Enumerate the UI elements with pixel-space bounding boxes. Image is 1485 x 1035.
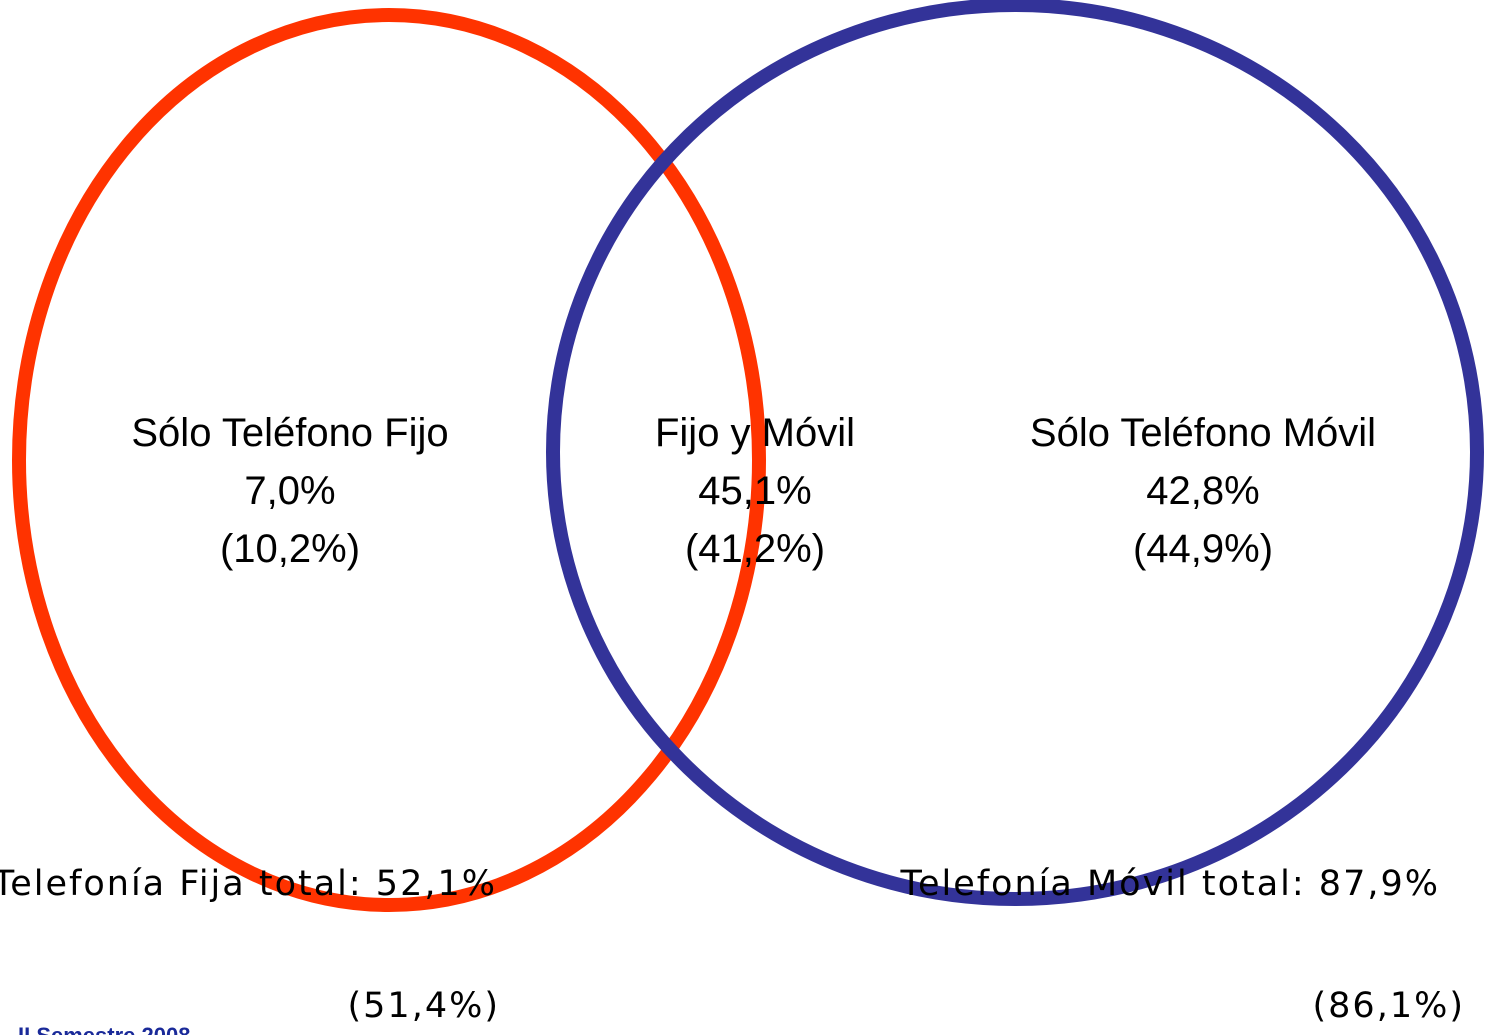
region-label: Sólo Teléfono Móvil: [1030, 411, 1376, 455]
region-label: Fijo y Móvil: [655, 411, 855, 455]
fixed-circle: [12, 8, 766, 912]
region-previous: (41,2%): [685, 527, 825, 571]
region-previous: (10,2%): [220, 527, 360, 571]
footer: II Semestre 2008: [18, 1023, 190, 1035]
region-label: Sólo Teléfono Fijo: [131, 411, 448, 455]
region-value: 42,8%: [1146, 469, 1259, 513]
region-value: 45,1%: [698, 469, 811, 513]
mobile-circle: [546, 0, 1484, 906]
total-previous: (51,4%): [348, 986, 501, 1026]
total-label: Telefonía Fija total: 52,1%: [0, 864, 497, 904]
total-previous: (86,1%): [1313, 986, 1466, 1026]
total-label: Telefonía Móvil total: 87,9%: [900, 864, 1440, 904]
region-previous: (44,9%): [1133, 527, 1273, 571]
region-value: 7,0%: [244, 469, 335, 513]
